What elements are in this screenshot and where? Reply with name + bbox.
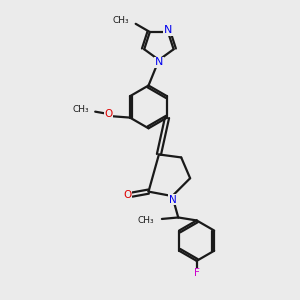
Text: F: F [194, 268, 200, 278]
Text: O: O [124, 190, 132, 200]
Text: CH₃: CH₃ [112, 16, 129, 25]
Text: N: N [155, 57, 163, 67]
Text: N: N [169, 195, 177, 205]
Text: O: O [104, 109, 112, 119]
Text: CH₃: CH₃ [138, 216, 154, 225]
Text: CH₃: CH₃ [72, 105, 89, 114]
Text: N: N [164, 26, 172, 35]
